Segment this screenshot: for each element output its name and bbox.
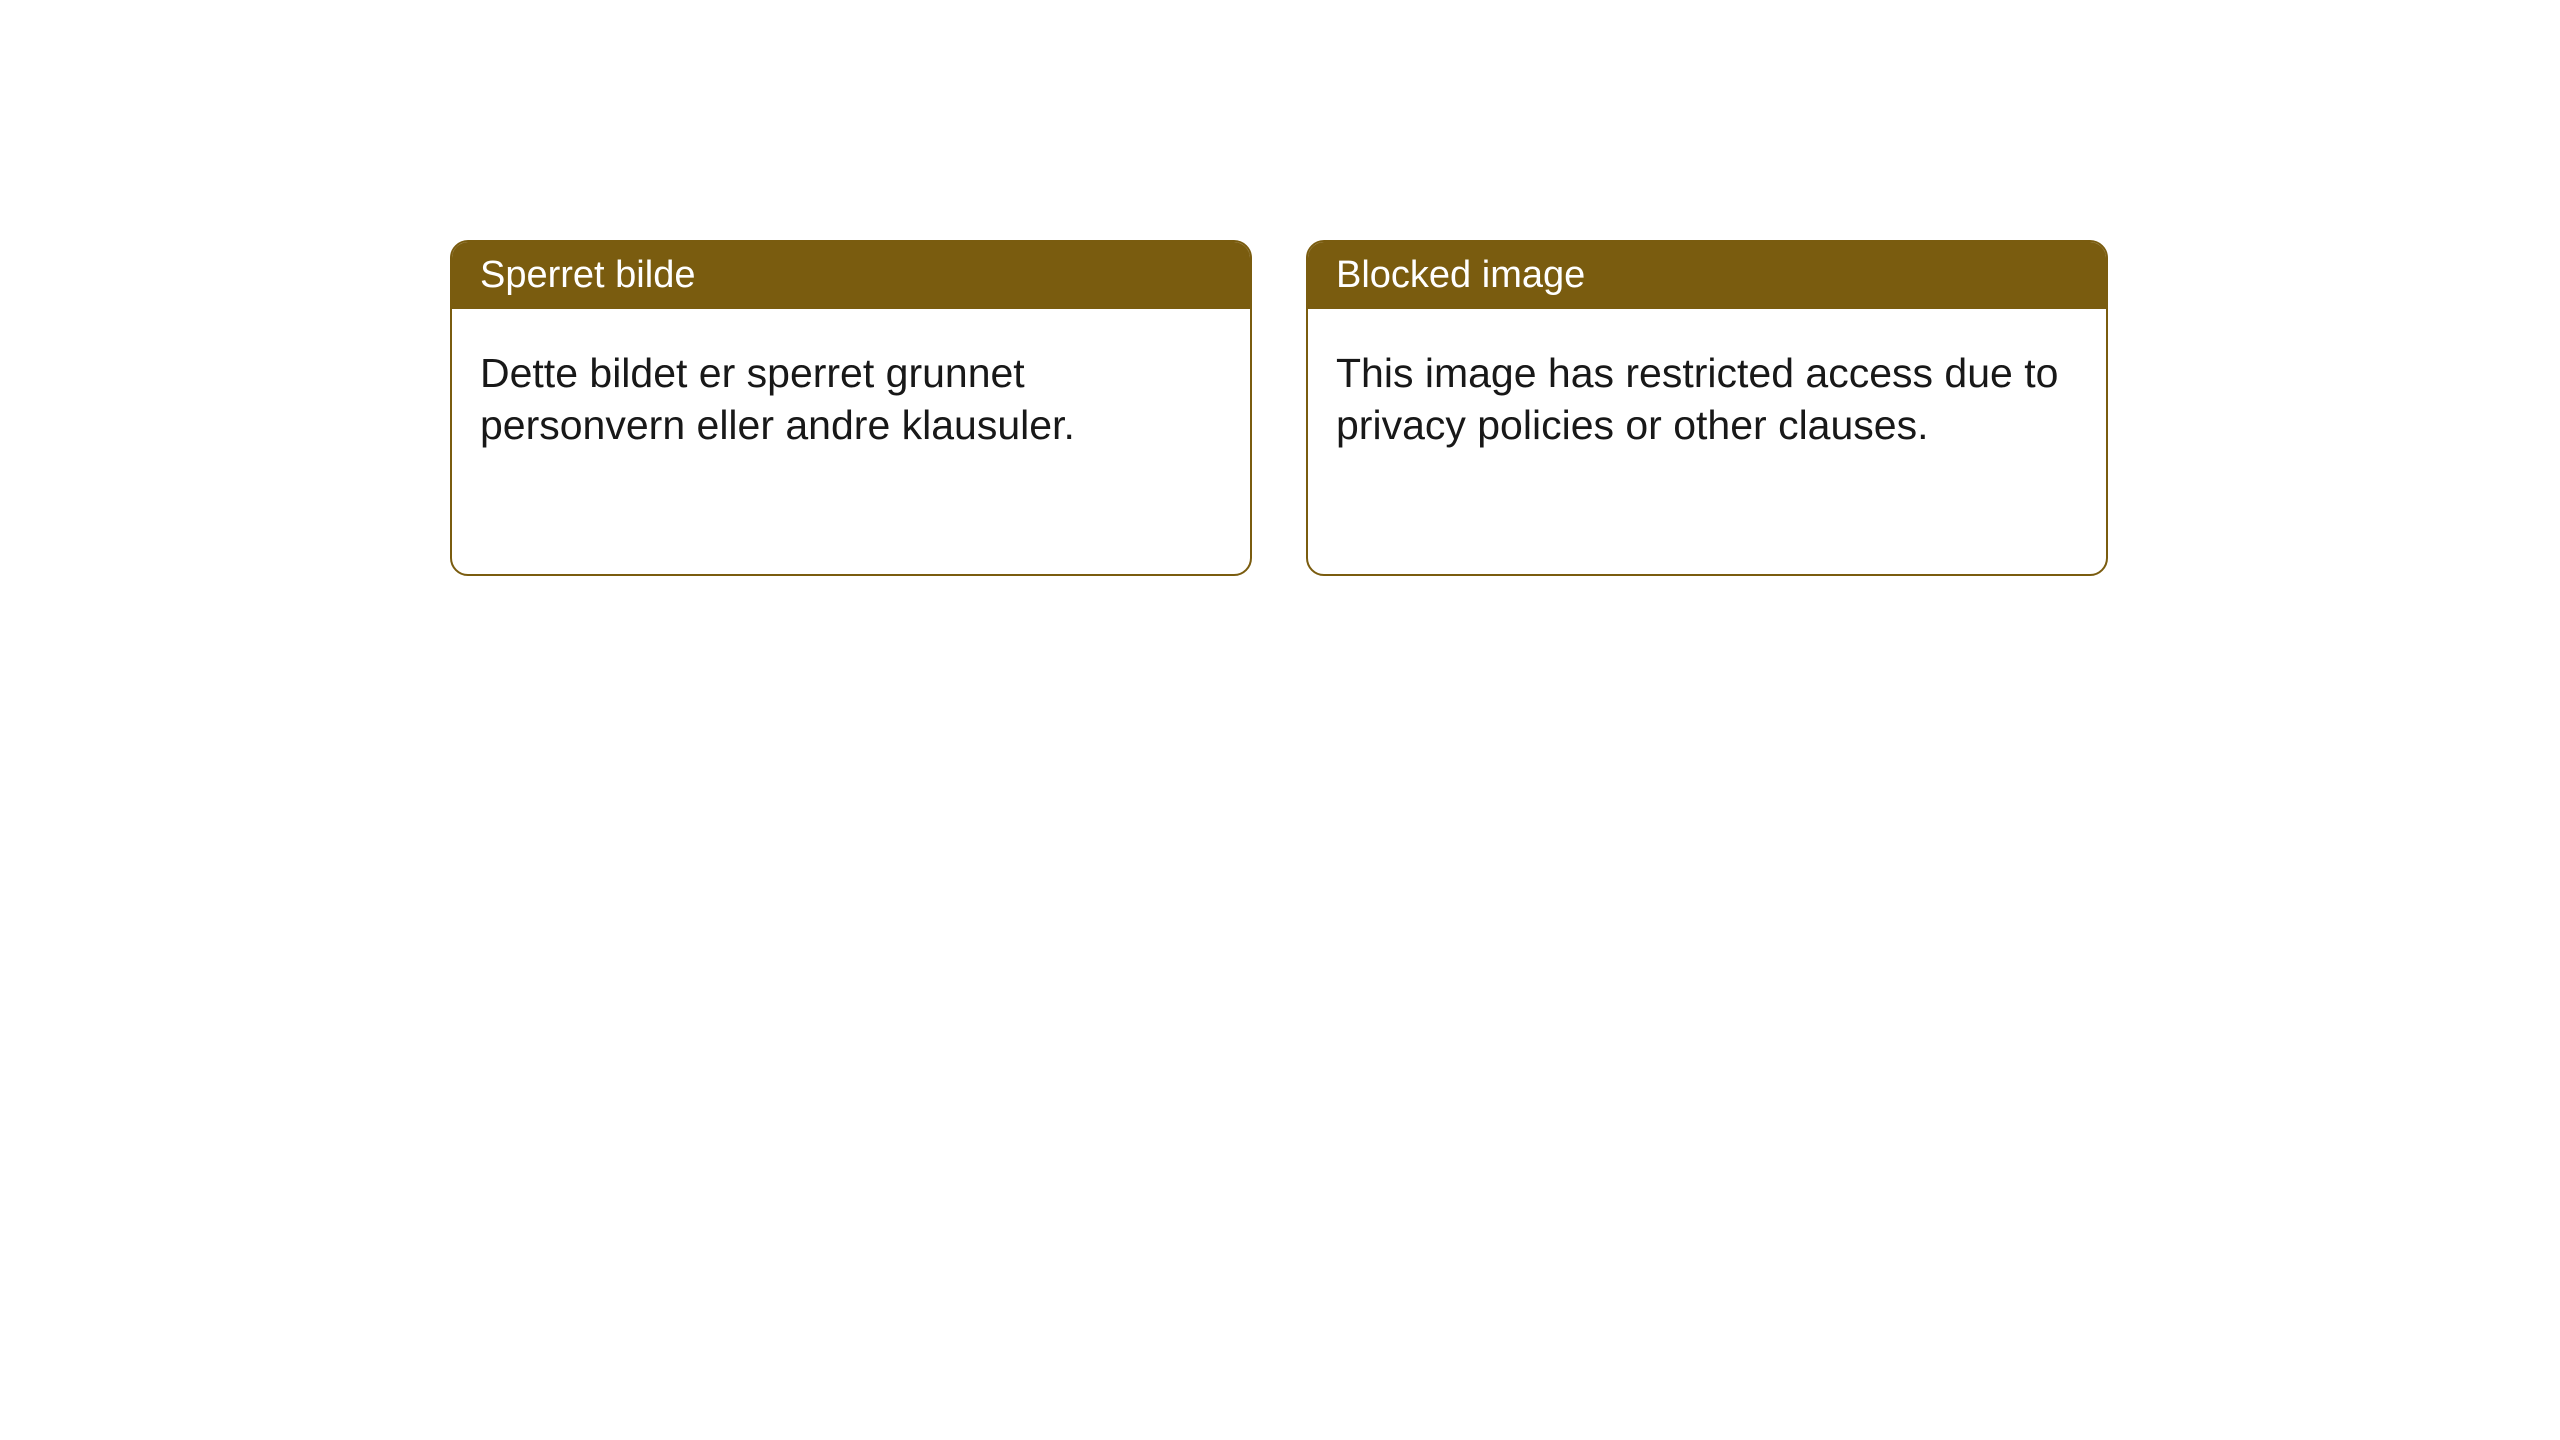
notice-header-norwegian: Sperret bilde	[452, 242, 1250, 309]
notice-body-norwegian: Dette bildet er sperret grunnet personve…	[452, 309, 1250, 490]
notice-card-english: Blocked image This image has restricted …	[1306, 240, 2108, 576]
notice-header-text: Sperret bilde	[480, 254, 695, 296]
notice-container: Sperret bilde Dette bildet er sperret gr…	[450, 240, 2108, 576]
notice-body-text: Dette bildet er sperret grunnet personve…	[480, 350, 1075, 448]
notice-body-english: This image has restricted access due to …	[1308, 309, 2106, 490]
notice-body-text: This image has restricted access due to …	[1336, 350, 2058, 448]
notice-header-english: Blocked image	[1308, 242, 2106, 309]
notice-card-norwegian: Sperret bilde Dette bildet er sperret gr…	[450, 240, 1252, 576]
notice-header-text: Blocked image	[1336, 254, 1585, 296]
